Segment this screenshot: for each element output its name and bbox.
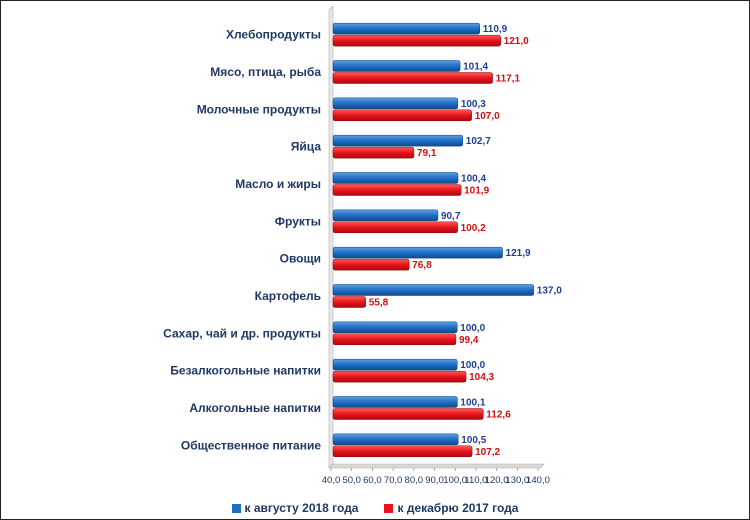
bar-august-2018 — [332, 358, 458, 371]
category-label: Масло и жиры — [235, 177, 321, 191]
data-label-august-2018: 110,9 — [483, 24, 508, 35]
bar-december-2017 — [332, 146, 415, 159]
data-label-august-2018: 100,5 — [461, 435, 486, 446]
data-label-august-2018: 121,9 — [506, 248, 531, 259]
x-tick-label: 140,0 — [526, 475, 550, 486]
data-label-december-2017: 55,8 — [369, 298, 389, 309]
category-label: Картофель — [255, 289, 321, 303]
category-label: Алкогольные напитки — [189, 401, 321, 415]
bar-august-2018 — [332, 97, 459, 110]
bar-december-2017 — [332, 184, 462, 196]
category-label: Общественное питание — [181, 438, 321, 452]
legend-label-august: к августу 2018 года — [244, 501, 359, 515]
x-tick-label: 40,0 — [322, 475, 341, 486]
bar-december-2017 — [332, 72, 493, 84]
category-label: Мясо, птица, рыба — [210, 65, 321, 79]
x-tick-label: 130,0 — [505, 475, 529, 486]
data-label-december-2017: 107,0 — [475, 111, 500, 122]
legend-swatch-august — [231, 503, 241, 513]
legend-label-december: к декабрю 2017 года — [397, 501, 519, 515]
bar-december-2017 — [332, 221, 458, 234]
data-label-august-2018: 90,7 — [441, 211, 461, 222]
bar-chart: 40,0 50,0 60,0 70,0 80,0 90,0 100,0110,0120,01… — [163, 5, 562, 486]
data-label-august-2018: 100,3 — [461, 99, 486, 110]
data-label-december-2017: 107,2 — [475, 447, 500, 458]
category-label: Сахар, чай и др. продукты — [163, 326, 321, 340]
data-label-december-2017: 76,8 — [412, 260, 432, 271]
x-tick-label: 100,0 — [443, 475, 467, 486]
data-label-august-2018: 137,0 — [537, 286, 562, 297]
bar-august-2018 — [332, 134, 464, 147]
data-label-august-2018: 100,0 — [460, 360, 485, 371]
bar-december-2017 — [332, 445, 473, 458]
bar-august-2018 — [332, 433, 459, 446]
data-label-august-2018: 100,0 — [460, 323, 485, 334]
legend-item-december: к декабрю 2017 года — [384, 499, 518, 517]
category-label: Безалкогольные напитки — [170, 364, 321, 378]
x-tick-label: 60,0 — [363, 475, 382, 486]
data-label-december-2017: 101,9 — [464, 186, 489, 197]
category-label: Молочные продукты — [197, 102, 321, 116]
bar-august-2018 — [332, 60, 461, 72]
axis-floor — [328, 463, 545, 469]
bar-august-2018 — [332, 22, 481, 35]
bar-december-2017 — [332, 296, 366, 308]
category-label: Овощи — [280, 252, 321, 266]
x-tick-label: 120,0 — [485, 475, 509, 486]
bar-december-2017 — [332, 408, 484, 420]
category-label: Яйца — [291, 140, 322, 154]
bar-december-2017 — [332, 333, 457, 346]
data-label-august-2018: 100,1 — [460, 398, 485, 409]
category-label: Хлебопродукты — [226, 28, 321, 42]
data-label-december-2017: 112,6 — [486, 410, 511, 421]
axis-side-wall — [328, 5, 334, 469]
x-tick-label: 80,0 — [405, 475, 424, 486]
legend: к августу 2018 года к декабрю 2017 года — [0, 499, 750, 517]
x-tick-label: 90,0 — [425, 475, 444, 486]
bar-august-2018 — [332, 246, 503, 259]
x-tick-label: 70,0 — [384, 475, 403, 486]
bar-august-2018 — [332, 209, 439, 222]
bar-december-2017 — [332, 34, 501, 47]
x-tick-label: 110,0 — [464, 475, 487, 486]
data-label-august-2018: 100,4 — [461, 174, 486, 185]
data-label-august-2018: 102,7 — [466, 136, 491, 147]
data-label-december-2017: 117,1 — [496, 74, 521, 85]
legend-swatch-december — [384, 503, 394, 513]
data-label-december-2017: 104,3 — [469, 372, 494, 383]
data-label-august-2018: 101,4 — [463, 62, 488, 73]
bar-december-2017 — [332, 370, 467, 383]
bar-december-2017 — [332, 109, 472, 122]
category-label: Фрукты — [275, 214, 321, 228]
bar-august-2018 — [332, 172, 459, 184]
bar-december-2017 — [332, 258, 410, 271]
data-label-december-2017: 100,2 — [461, 223, 486, 234]
data-label-december-2017: 99,4 — [459, 335, 479, 346]
data-label-december-2017: 79,1 — [417, 148, 437, 159]
x-tick-label: 50,0 — [342, 475, 361, 486]
bar-august-2018 — [332, 396, 458, 408]
bar-august-2018 — [332, 321, 458, 334]
data-label-december-2017: 121,0 — [504, 36, 529, 47]
legend-item-august: к августу 2018 года — [231, 499, 359, 517]
bar-august-2018 — [332, 284, 535, 296]
